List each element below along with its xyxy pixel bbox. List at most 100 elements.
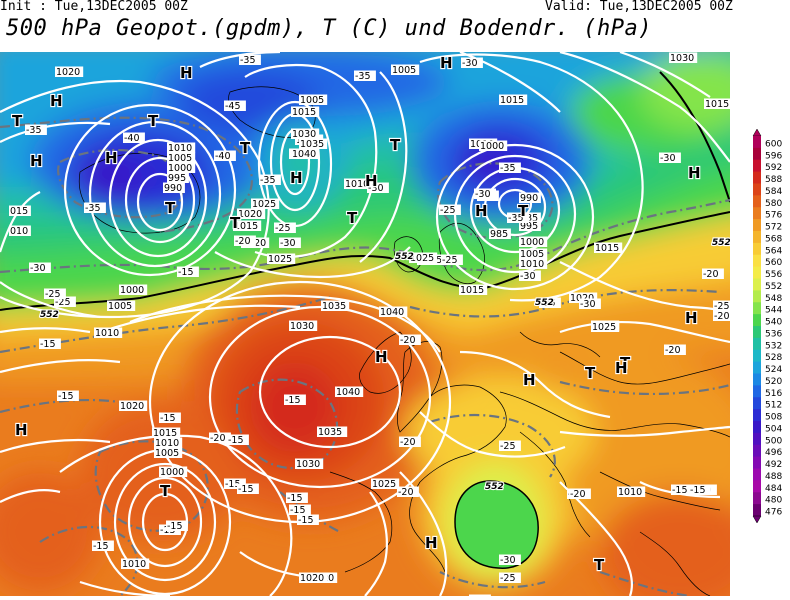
- low-pressure-marker-text: T: [620, 354, 631, 372]
- isobar-label-box: [121, 558, 150, 569]
- high-pressure-marker-text: H: [440, 54, 453, 72]
- geopotential-label: 552: [39, 309, 60, 321]
- color-scale-tick-label: 512: [765, 401, 782, 411]
- isobar-label-box: [94, 327, 123, 338]
- low-pressure-marker: T: [584, 363, 597, 383]
- isobar-label-text: 1030: [290, 321, 314, 332]
- geopotential-label: 552: [394, 251, 415, 263]
- isotherm-label: -15: [57, 390, 79, 402]
- color-scale-swatch: [753, 409, 761, 422]
- isobar-label-text: 1030: [296, 459, 320, 470]
- isotherm-label-text: -20: [210, 433, 226, 444]
- isobar-label: 1005: [167, 152, 196, 164]
- low-pressure-marker: T: [389, 135, 402, 155]
- isobar-label: 1020: [119, 400, 148, 412]
- isobar-label-text: 1020: [300, 573, 324, 584]
- isotherm-label: -25: [499, 440, 521, 452]
- color-scale-swatch: [753, 385, 761, 398]
- isobar-label-text: 1015: [234, 221, 258, 232]
- isotherm-label-text: -30: [580, 299, 596, 310]
- isotherm-label-box: [367, 182, 389, 193]
- isotherm-label-box: [159, 412, 181, 423]
- color-scale-tick-label: 540: [765, 318, 782, 328]
- isotherm-label: -25: [44, 288, 66, 300]
- isotherm-label-text: -20: [235, 236, 251, 247]
- isobar-label-text: 1010: [168, 143, 192, 154]
- color-scale-tick-label: 488: [765, 472, 782, 482]
- isobar-label: 1010: [519, 258, 548, 270]
- color-scale-tick-label: 484: [765, 484, 782, 494]
- isobar-label: 1000: [159, 466, 188, 478]
- isotherm-label: -35: [354, 70, 376, 82]
- isobar-label-text: 990: [520, 193, 538, 204]
- isobar-label: 015: [9, 205, 31, 217]
- high-pressure-marker: H: [614, 358, 629, 378]
- isotherm-label-text: -15: [160, 413, 176, 424]
- low-pressure-marker: T: [159, 481, 172, 501]
- isotherm-label-text: -15: [238, 484, 254, 495]
- isobar-label-box: [519, 248, 548, 259]
- isobar-label: 1010: [617, 486, 646, 498]
- isobar-label-text: 1015: [595, 243, 619, 254]
- color-scale-tick-label: 596: [765, 151, 782, 161]
- color-scale-swatch: [753, 349, 761, 363]
- isotherm-label-box: [519, 270, 541, 281]
- isotherm-label-box: [499, 162, 521, 173]
- isotherm-label: -15: [227, 434, 249, 446]
- color-scale-tick-label: 532: [765, 341, 782, 351]
- isobar-label-box: [107, 300, 136, 311]
- isobar-label-box: [267, 253, 296, 264]
- isobar-label: 1020: [299, 572, 328, 584]
- isobar-label-box: [167, 152, 196, 163]
- color-scale-swatch: [753, 444, 761, 458]
- isobar-label-text: 1040: [292, 149, 316, 160]
- isotherm-label: -35: [259, 174, 281, 186]
- color-scale-tick-label: 476: [765, 508, 782, 518]
- isobar-label: 1015: [291, 106, 320, 118]
- isotherm-label-text: -20: [400, 437, 416, 448]
- geopotential-label-text: 552: [40, 310, 59, 320]
- low-pressure-marker: T: [517, 201, 530, 221]
- low-pressure-marker-text: T: [585, 364, 596, 382]
- color-scale-tick-label: 588: [765, 175, 782, 185]
- color-scale-swatch: [753, 278, 761, 291]
- isotherm-label-box: [569, 488, 591, 499]
- isotherm-label-text: -20: [398, 487, 414, 498]
- color-scale-tick-label: 564: [765, 246, 782, 256]
- isobar-label: 1025: [371, 478, 400, 490]
- isobar-label-text: 1010: [122, 559, 146, 570]
- isobar-label-text: 1010: [520, 259, 544, 270]
- isotherm-label-text: -25: [440, 205, 456, 216]
- geopotential-label: 552: [711, 237, 732, 249]
- chart-header: Init : Tue,13DEC2005 00Z Valid: Tue,13DE…: [0, 0, 790, 50]
- color-scale-tick-label: 528: [765, 353, 782, 363]
- geopotential-label-text: 552: [712, 238, 730, 248]
- isotherm-label: -25: [439, 204, 461, 216]
- isotherm-label-text: -25: [45, 289, 61, 300]
- low-pressure-marker: T: [346, 208, 359, 228]
- isotherm-label-text: -15: [228, 435, 244, 446]
- isotherm-label: -30: [579, 298, 601, 310]
- isobar-label-text: 1005: [520, 249, 544, 260]
- isobar-label-text: 1035: [318, 427, 342, 438]
- isotherm-label-text: -35: [260, 175, 276, 186]
- high-pressure-marker: H: [474, 201, 489, 221]
- isobar-label-text: 1030: [292, 129, 316, 140]
- map-labels: 1020101010051000995990015010100010051010…: [9, 52, 735, 600]
- isotherm-label: -30: [519, 270, 541, 282]
- geopotential-label-text: 552: [535, 298, 554, 308]
- isotherm-label: -15: [166, 520, 188, 532]
- isotherm-label-box: [689, 484, 711, 495]
- low-pressure-marker-text: T: [160, 482, 171, 500]
- isotherm-label-box: [439, 204, 461, 215]
- isotherm-label-text: -45: [225, 101, 241, 112]
- isotherm-label: -35: [499, 162, 521, 174]
- isobar-label-box: [459, 284, 488, 295]
- high-pressure-marker-text: H: [105, 149, 118, 167]
- isobar-label-box: [152, 427, 181, 438]
- isotherm-label-text: -35: [85, 203, 101, 214]
- isobar-label-box: [299, 572, 328, 583]
- color-scale-swatch: [753, 195, 761, 208]
- geopotential-label: 552: [534, 297, 555, 309]
